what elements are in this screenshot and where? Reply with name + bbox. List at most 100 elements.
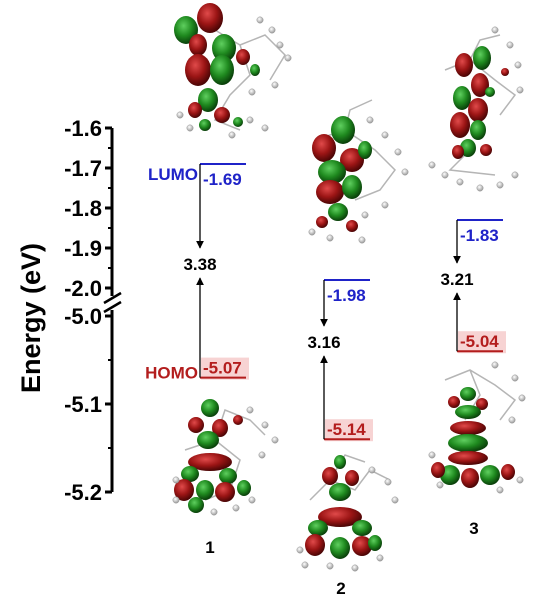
atom [326, 234, 334, 242]
lumo-value-label: -1.69 [203, 170, 242, 189]
orbital-lobe [480, 144, 492, 156]
orbital-lobe [188, 453, 232, 471]
lumo-label: LUMO [148, 165, 198, 184]
orbital-lobe [250, 64, 260, 76]
y-tick-label: -1.8 [64, 196, 102, 221]
atom [261, 421, 269, 429]
atom [358, 236, 366, 244]
atom [361, 211, 369, 219]
orbital-lobe [452, 145, 464, 159]
atom [258, 451, 266, 459]
orbital-lobe [476, 398, 488, 410]
orbital-lobe [485, 87, 495, 97]
band-gap-label: 3.16 [307, 333, 340, 352]
orbital-lobe [308, 520, 328, 536]
atom [326, 562, 334, 570]
orbital-lobe [210, 55, 234, 85]
orbital-lobe [236, 49, 250, 65]
atom [476, 184, 484, 192]
atom [508, 416, 516, 424]
atom [284, 54, 292, 62]
homo-highlight [458, 331, 506, 354]
atom [516, 476, 524, 484]
orbital-lobe [219, 468, 237, 484]
lumo-value-label: -1.83 [460, 226, 499, 245]
atom [228, 131, 236, 139]
energy-levels: -1.69 -5.07 3.38 -1.98 -5.14 3.16 -1.83 -5.04 3.… [145, 163, 506, 442]
orbital-lobe [212, 419, 228, 437]
atom [436, 481, 444, 489]
orbital-lobe [448, 451, 488, 465]
orbital-lobe [330, 537, 350, 559]
atom [401, 168, 409, 176]
homo-label: HOMO [145, 364, 198, 383]
orbital-lobe [196, 480, 214, 500]
axis-break-mark [103, 291, 122, 305]
orbital-lobe [233, 415, 243, 425]
atom [172, 496, 180, 504]
orbital-lobe [197, 3, 223, 33]
atom [391, 496, 399, 504]
orbital-lobe [501, 464, 515, 480]
orbital-lobe [345, 470, 359, 486]
atom [172, 476, 180, 484]
orbital-lobe [352, 520, 372, 536]
orbital-lobe [199, 119, 211, 131]
compound-3-levels: -1.83 -5.04 3.21 [440, 219, 506, 354]
compound-label: 2 [336, 579, 345, 598]
orbital-lobe [215, 482, 235, 502]
atom [248, 496, 256, 504]
orbital-illustrations [172, 3, 526, 572]
orbital-lobe [455, 405, 481, 419]
atom [491, 26, 499, 34]
orbital-lobe [334, 455, 346, 469]
atom [210, 508, 218, 516]
compound-1-levels: -1.69 -5.07 3.38 [183, 163, 249, 380]
homo-value-label: -5.14 [327, 420, 366, 439]
orbital-lobe [305, 534, 325, 556]
orbital-lobe [188, 102, 202, 118]
atom [176, 111, 184, 119]
atom [381, 131, 389, 139]
compound-names: 1 2 3 [205, 519, 478, 598]
axis-break-mark [103, 300, 122, 314]
y-tick-label: -5.2 [64, 480, 102, 505]
orbital-lobe [342, 175, 362, 199]
y-tick-label: -5.1 [64, 392, 102, 417]
orbital-lobe [468, 98, 488, 122]
orbital-lobe [340, 148, 364, 172]
atom [518, 394, 526, 402]
y-tick-label: -1.9 [64, 236, 102, 261]
atom [516, 86, 524, 94]
atom [384, 478, 392, 486]
orbital-lobe [460, 139, 476, 157]
orbital-lobe [322, 467, 338, 485]
atom [301, 561, 309, 569]
homo-value-label: -5.04 [460, 332, 499, 351]
orbital-lobe [331, 116, 355, 144]
atom [366, 116, 374, 124]
orbital-lobe [368, 535, 382, 551]
orbital-lobe [318, 160, 346, 184]
atom [308, 228, 316, 236]
orbital-lobe [197, 431, 219, 449]
orbital-lobe [188, 497, 204, 513]
band-gap-label: 3.38 [183, 255, 216, 274]
homo-highlight [201, 357, 249, 380]
atom [246, 406, 254, 414]
orbital-lobe [329, 483, 351, 501]
atom [351, 564, 359, 572]
orbital-lobe [201, 399, 219, 417]
orbital-lobe [189, 34, 207, 56]
compound-label: 1 [205, 538, 214, 557]
orbital-lobe [185, 54, 211, 86]
atom [428, 161, 436, 169]
atom [296, 546, 304, 554]
atom [496, 181, 504, 189]
atom [511, 171, 519, 179]
y-tick-label: -5.0 [64, 304, 102, 329]
band-gap-label: 3.21 [440, 270, 473, 289]
orbital-lobe [470, 120, 486, 140]
orbital-lobe [233, 117, 243, 127]
